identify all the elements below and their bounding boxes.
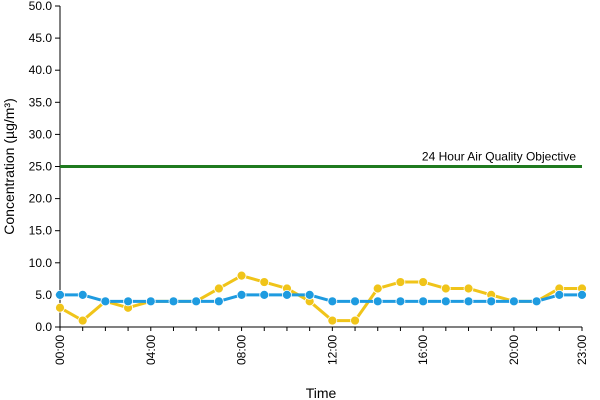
series-2-point bbox=[55, 289, 65, 300]
y-tick-label: 10.0 bbox=[29, 256, 53, 270]
series-1-point bbox=[259, 277, 270, 287]
series-group bbox=[55, 270, 587, 326]
series-1-point bbox=[55, 302, 65, 313]
y-tick-label: 0.0 bbox=[35, 320, 52, 334]
axes: 0.0 5.0 10.0 15.0 20.0 25.0 30.0 35.0 40.0 45.0 50… bbox=[29, 0, 589, 365]
x-tick-label: 00:00 bbox=[53, 335, 67, 365]
x-tick-label: 04:00 bbox=[144, 335, 158, 365]
x-tick-label: 12:00 bbox=[325, 335, 339, 365]
series-1-point bbox=[213, 283, 224, 294]
y-tick-label: 50.0 bbox=[29, 0, 53, 13]
series-1-point bbox=[236, 270, 247, 281]
series-2-point bbox=[418, 296, 429, 307]
y-tick-label: 40.0 bbox=[29, 63, 53, 77]
series-1-point bbox=[77, 315, 88, 326]
series-2-point bbox=[100, 296, 111, 307]
series-2-point bbox=[327, 296, 338, 307]
series-2-point bbox=[440, 296, 451, 307]
series-2-point bbox=[77, 289, 88, 300]
series-2-point bbox=[213, 296, 224, 307]
series-1-point bbox=[372, 283, 383, 294]
x-tick-label: 23:00 bbox=[575, 335, 589, 365]
series-2-point bbox=[372, 296, 383, 307]
series-2-point bbox=[577, 289, 587, 300]
series-1-point bbox=[418, 277, 429, 287]
series-1-point bbox=[395, 277, 406, 287]
objective-label: 24 Hour Air Quality Objective bbox=[422, 150, 576, 164]
y-tick-label: 20.0 bbox=[29, 192, 53, 206]
x-tick-label: 16:00 bbox=[416, 335, 430, 365]
series-2-point bbox=[509, 296, 519, 307]
series-2-point bbox=[463, 296, 474, 307]
series-2-point bbox=[304, 289, 315, 300]
series-2-point bbox=[236, 289, 247, 300]
series-2-point bbox=[531, 296, 542, 307]
y-tick-label: 15.0 bbox=[29, 224, 53, 238]
x-tick-label: 08:00 bbox=[235, 335, 249, 365]
y-tick-label: 30.0 bbox=[29, 127, 53, 141]
y-tick-label: 45.0 bbox=[29, 31, 53, 45]
series-2-point bbox=[123, 296, 133, 307]
x-tick-label: 20:00 bbox=[507, 335, 521, 365]
series-2-point bbox=[168, 296, 179, 307]
series-2-point bbox=[282, 289, 292, 300]
series-2-point bbox=[554, 289, 565, 300]
series-1-point bbox=[440, 283, 451, 294]
series-2-point bbox=[350, 296, 360, 307]
x-axis-title: Time bbox=[306, 385, 337, 400]
series-2-point bbox=[259, 289, 270, 300]
objective-line-group: 24 Hour Air Quality Objective bbox=[60, 150, 582, 168]
series-2-point bbox=[191, 296, 202, 307]
series-1-point bbox=[327, 315, 338, 326]
series-2-point bbox=[145, 296, 156, 307]
y-tick-label: 5.0 bbox=[35, 288, 52, 302]
y-tick-label: 35.0 bbox=[29, 95, 53, 109]
series-2-point bbox=[395, 296, 406, 307]
y-axis-title: Concentration (µg/m³) bbox=[1, 98, 17, 234]
series-1-point bbox=[350, 315, 360, 326]
y-tick-label: 25.0 bbox=[29, 160, 53, 174]
series-1-point bbox=[463, 283, 474, 294]
series-2-point bbox=[486, 296, 497, 307]
